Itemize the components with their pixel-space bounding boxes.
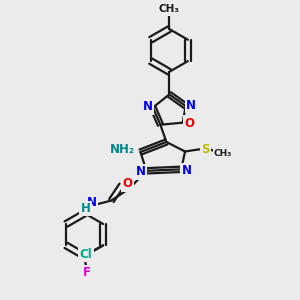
Text: O: O bbox=[123, 177, 133, 190]
Text: Cl: Cl bbox=[80, 248, 92, 261]
Text: N: N bbox=[136, 166, 146, 178]
Text: O: O bbox=[184, 117, 194, 130]
Text: S: S bbox=[201, 142, 209, 156]
Text: NH₂: NH₂ bbox=[110, 142, 135, 156]
Text: CH₃: CH₃ bbox=[159, 4, 180, 14]
Text: CH₃: CH₃ bbox=[214, 149, 232, 158]
Text: N: N bbox=[87, 196, 97, 209]
Text: N: N bbox=[186, 99, 196, 112]
Text: F: F bbox=[83, 266, 91, 279]
Text: H: H bbox=[81, 202, 91, 215]
Text: N: N bbox=[182, 164, 192, 177]
Text: N: N bbox=[142, 100, 153, 113]
